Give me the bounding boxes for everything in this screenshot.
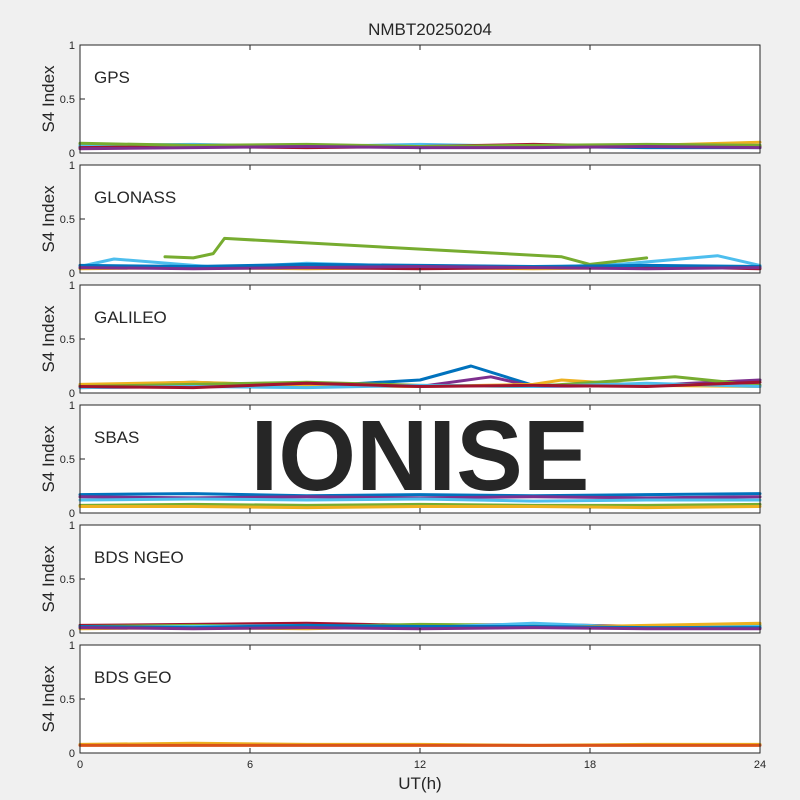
y-tick-label-bds-ngeo-0: 0 <box>69 628 75 640</box>
series-line-sbas-1 <box>78 492 762 498</box>
y-tick-label-sbas-1: 0.5 <box>60 454 75 466</box>
panel-label-sbas: SBAS <box>94 428 139 447</box>
series-line-galileo-6 <box>78 380 762 390</box>
y-tick-label-bds-ngeo-1: 0.5 <box>60 574 75 586</box>
panel-label-galileo: GALILEO <box>94 308 167 327</box>
series-line-glonass-6 <box>78 265 762 271</box>
panel-label-bds-geo: BDS GEO <box>94 668 171 687</box>
panel-label-bds-ngeo: BDS NGEO <box>94 548 184 567</box>
y-tick-label-glonass-1: 0.5 <box>60 214 75 226</box>
y-tick-label-galileo-0: 0 <box>69 388 75 400</box>
y-axis-label-galileo: S4 Index <box>39 305 58 373</box>
plot-area-bds-geo <box>80 645 760 753</box>
series-line-gps-6 <box>78 145 762 151</box>
series-line-sbas-4 <box>78 502 762 507</box>
panel-bds-ngeo: 0 0.5 1 S4 Index BDS NGEO <box>39 520 762 640</box>
x-tick-label-2: 12 <box>414 759 426 771</box>
y-tick-label-galileo-2: 1 <box>69 280 75 292</box>
y-tick-label-glonass-0: 0 <box>69 268 75 280</box>
x-tick-label-4: 24 <box>754 759 766 771</box>
panel-label-glonass: GLONASS <box>94 188 176 207</box>
y-tick-label-gps-0: 0 <box>69 148 75 160</box>
y-axis-label-bds-geo: S4 Index <box>39 665 58 733</box>
panel-label-gps: GPS <box>94 68 130 87</box>
x-tick-label-1: 6 <box>247 759 253 771</box>
y-axis-label-bds-ngeo: S4 Index <box>39 545 58 613</box>
plot-area-gps <box>80 45 760 153</box>
y-tick-label-sbas-2: 1 <box>69 400 75 412</box>
figure-title: NMBT20250204 <box>368 20 492 39</box>
panel-gps: 0 0.5 1 S4 Index GPS <box>39 40 762 160</box>
y-tick-label-sbas-0: 0 <box>69 508 75 520</box>
plot-area-glonass <box>80 165 760 273</box>
y-tick-label-bds-geo-0: 0 <box>69 748 75 760</box>
y-tick-label-gps-2: 1 <box>69 40 75 52</box>
y-tick-label-bds-geo-1: 0.5 <box>60 694 75 706</box>
panel-bds-geo: 0 0.5 1 0 6 12 18 24 S4 Index BDS GEO <box>39 640 766 771</box>
series-line-sbas-5 <box>78 505 762 510</box>
y-tick-label-bds-ngeo-2: 1 <box>69 520 75 532</box>
y-tick-label-galileo-1: 0.5 <box>60 334 75 346</box>
y-tick-label-glonass-2: 1 <box>69 160 75 172</box>
plot-area-bds-ngeo <box>80 525 760 633</box>
x-axis-label: UT(h) <box>398 774 441 793</box>
plot-area-galileo <box>80 285 760 393</box>
y-axis-label-glonass: S4 Index <box>39 185 58 253</box>
panel-galileo: 0 0.5 1 S4 Index GALILEO <box>39 280 762 400</box>
y-tick-label-gps-1: 0.5 <box>60 94 75 106</box>
watermark-text: IONISE <box>251 400 590 512</box>
series-line-glonass-2 <box>163 236 649 266</box>
x-tick-label-3: 18 <box>584 759 596 771</box>
series-line-sbas-3 <box>78 497 762 503</box>
panel-glonass: 0 0.5 1 S4 Index GLONASS <box>39 160 762 280</box>
y-tick-label-bds-geo-2: 1 <box>69 640 75 652</box>
y-axis-label-gps: S4 Index <box>39 65 58 133</box>
x-tick-label-0: 0 <box>77 759 83 771</box>
y-axis-label-sbas: S4 Index <box>39 425 58 493</box>
panel-sbas: 0 0.5 1 S4 Index SBAS <box>39 400 762 520</box>
panels-group: 0 0.5 1 S4 Index GPS 0 0.5 1 S4 Index GLONASS 0 0.5… <box>39 40 766 771</box>
